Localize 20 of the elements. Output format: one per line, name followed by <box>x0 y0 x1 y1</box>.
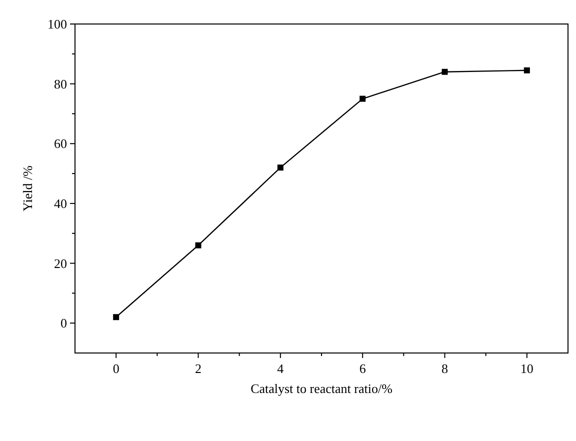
y-tick-label: 100 <box>48 16 67 32</box>
x-tick-label: 0 <box>112 361 120 376</box>
y-tick-label: 60 <box>54 136 67 152</box>
x-tick-label: 2 <box>195 361 202 376</box>
x-tick-label: 8 <box>442 361 448 376</box>
point <box>442 68 448 75</box>
point <box>195 242 202 248</box>
x-tick-label: 6 <box>359 361 366 376</box>
x-tick-label: 4 <box>277 361 284 376</box>
point <box>360 96 366 102</box>
y-tick-label: 40 <box>54 196 67 211</box>
y-tick-label: 0 <box>60 316 67 331</box>
y-axis-title: Yield /% <box>20 165 35 212</box>
x-axis-title: Catalyst to reactant ratio/% <box>250 381 393 396</box>
y-tick-label: 80 <box>54 76 67 92</box>
point <box>524 67 530 74</box>
x-tick-label: 10 <box>520 361 534 376</box>
y-tick-label: 20 <box>54 256 67 271</box>
point <box>113 314 120 320</box>
point <box>277 164 284 171</box>
